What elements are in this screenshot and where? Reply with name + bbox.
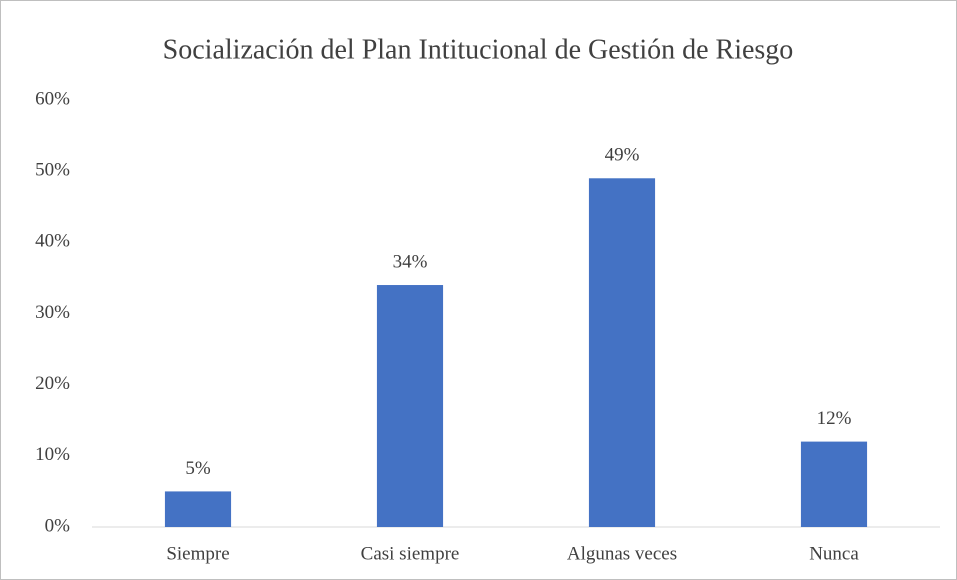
- data-label: 49%: [605, 145, 640, 166]
- data-label: 5%: [185, 458, 211, 479]
- y-tick-label: 40%: [35, 231, 70, 252]
- y-tick-label: 60%: [35, 88, 70, 109]
- x-tick-label: Algunas veces: [567, 543, 677, 564]
- x-tick-label: Siempre: [166, 543, 229, 564]
- data-label: 34%: [393, 251, 428, 272]
- bar: [376, 285, 444, 527]
- y-tick-label: 20%: [35, 373, 70, 394]
- y-tick-label: 0%: [45, 515, 71, 536]
- bar: [800, 441, 868, 527]
- y-tick-label: 30%: [35, 302, 70, 323]
- data-label: 12%: [817, 408, 852, 429]
- x-tick-label: Casi siempre: [361, 543, 460, 564]
- bar: [588, 178, 656, 528]
- y-tick-label: 50%: [35, 160, 70, 181]
- chart-title: Socialización del Plan Intitucional de G…: [163, 34, 794, 65]
- bar: [164, 491, 232, 527]
- x-tick-label: Nunca: [809, 543, 859, 564]
- y-tick-label: 10%: [35, 444, 70, 465]
